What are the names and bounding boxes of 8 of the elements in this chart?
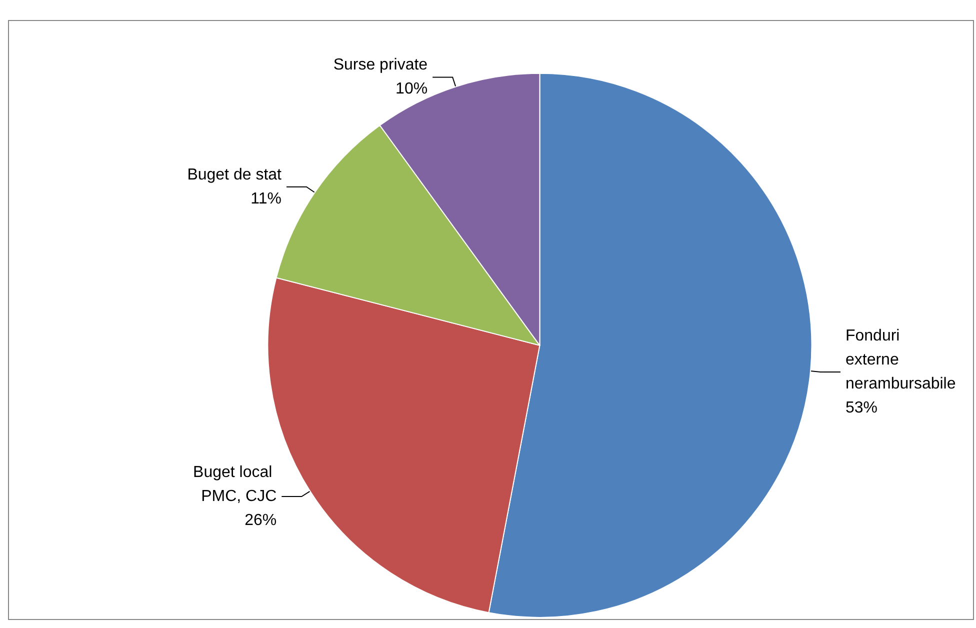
data-label: 11% (250, 190, 282, 208)
data-label: 26% (244, 512, 277, 530)
slice-label: Surse private (333, 56, 428, 74)
data-label: 53% (845, 399, 878, 416)
data-label: 10% (396, 80, 428, 98)
slice-label: Buget de stat (187, 166, 282, 184)
slice-label: Fonduri externe nerambursabile (845, 327, 956, 392)
slice-label: Buget local PMC, CJC (193, 464, 277, 506)
